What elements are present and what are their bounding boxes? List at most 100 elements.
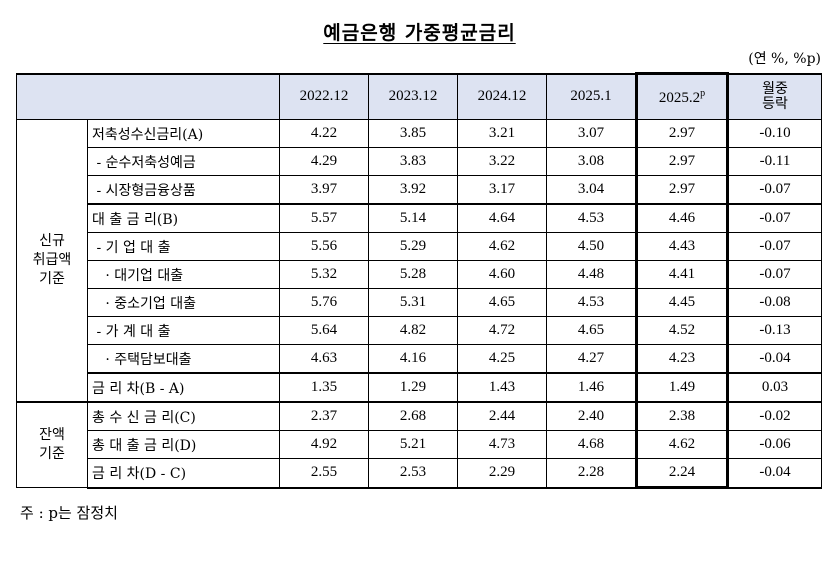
header-2024-12: 2024.12 xyxy=(457,72,547,120)
table-row: 금 리 차(D - C) 2.55 2.53 2.29 2.28 2.24 -0.04 xyxy=(17,458,822,489)
value-cell: -0.02 xyxy=(727,401,822,431)
value-cell: 4.41 xyxy=(635,260,729,289)
value-cell: 5.76 xyxy=(279,288,369,317)
value-cell: -0.07 xyxy=(727,260,822,289)
value-cell: 5.64 xyxy=(279,316,369,345)
footnote: 주 : p는 잠정치 xyxy=(20,504,118,522)
group-label-line: 기준 xyxy=(39,446,65,462)
value-cell: 3.07 xyxy=(546,119,637,148)
value-cell: 3.04 xyxy=(546,175,637,205)
page-title: 예금은행 가중평균금리 xyxy=(323,22,516,44)
table-row: · 주택담보대출 4.63 4.16 4.25 4.27 4.23 -0.04 xyxy=(17,344,822,374)
row-label: · 대기업 대출 xyxy=(87,260,280,289)
table-row: - 시장형금융상품 3.97 3.92 3.17 3.04 2.97 -0.07 xyxy=(17,175,822,205)
value-cell: -0.06 xyxy=(727,430,822,459)
value-cell: 5.28 xyxy=(368,260,458,289)
group-label-line: 취급액 xyxy=(32,252,72,268)
group-label-line: 신규 xyxy=(39,233,65,249)
row-label: 금 리 차(D - C) xyxy=(87,458,280,489)
table-row: 대 출 금 리(B) 5.57 5.14 4.64 4.53 4.46 -0.07 xyxy=(17,203,822,233)
value-cell: 4.92 xyxy=(279,430,369,459)
table-row: - 가 계 대 출 5.64 4.82 4.72 4.65 4.52 -0.13 xyxy=(17,316,822,345)
value-cell: 4.52 xyxy=(635,316,729,345)
value-cell: 5.31 xyxy=(368,288,458,317)
value-cell: 4.29 xyxy=(279,147,369,176)
value-cell: 2.40 xyxy=(546,401,637,431)
value-cell: 4.46 xyxy=(635,203,729,233)
table-row: 금 리 차(B - A) 1.35 1.29 1.43 1.46 1.49 0.03 xyxy=(17,372,822,403)
value-cell: 1.35 xyxy=(279,372,369,403)
value-cell: 2.44 xyxy=(457,401,547,431)
group-new-basis: 신규 취급액 기준 xyxy=(16,119,88,403)
value-cell: 4.22 xyxy=(279,119,369,148)
value-cell: -0.07 xyxy=(727,203,822,233)
value-cell: 4.45 xyxy=(635,288,729,317)
value-cell: 2.37 xyxy=(279,401,369,431)
value-cell: 4.27 xyxy=(546,344,637,374)
value-cell: 4.60 xyxy=(457,260,547,289)
value-cell: 2.53 xyxy=(368,458,458,489)
value-cell: 0.03 xyxy=(727,372,822,403)
row-label: 저축성수신금리(A) xyxy=(87,119,280,148)
value-cell: 4.53 xyxy=(546,288,637,317)
table-row: 잔액 기준 총 수 신 금 리(C) 2.37 2.68 2.44 2.40 2.38 -0.0… xyxy=(16,401,822,488)
header-2025-2: 2025.2p xyxy=(635,72,729,120)
value-cell: 2.24 xyxy=(635,458,729,489)
value-cell: 4.23 xyxy=(635,344,729,374)
value-cell: 4.62 xyxy=(457,232,547,261)
header-2023-12: 2023.12 xyxy=(368,72,458,120)
value-cell: 4.82 xyxy=(368,316,458,345)
interest-rate-table: 2022.12 2023.12 2024.12 2025.1 2025.2p 월… xyxy=(16,72,822,489)
value-cell: 1.49 xyxy=(635,372,729,403)
row-label: - 순수저축성예금 xyxy=(87,147,280,176)
value-cell: 2.29 xyxy=(457,458,547,489)
value-cell: 2.55 xyxy=(279,458,369,489)
value-cell: 4.62 xyxy=(635,430,729,459)
value-cell: 5.29 xyxy=(368,232,458,261)
value-cell: -0.10 xyxy=(727,119,822,148)
value-cell: 3.08 xyxy=(546,147,637,176)
table-row: 총 대 출 금 리(D) 4.92 5.21 4.73 4.68 4.62 -0.06 xyxy=(17,430,822,459)
table-row: · 중소기업 대출 5.76 5.31 4.65 4.53 4.45 -0.08 xyxy=(17,288,822,317)
row-label: 총 대 출 금 리(D) xyxy=(87,430,280,459)
header-2022-12: 2022.12 xyxy=(279,72,369,120)
row-label: · 주택담보대출 xyxy=(87,344,280,374)
value-cell: 3.97 xyxy=(279,175,369,205)
value-cell: 5.32 xyxy=(279,260,369,289)
header-2025-1: 2025.1 xyxy=(546,72,637,120)
value-cell: 3.17 xyxy=(457,175,547,205)
value-cell: 1.46 xyxy=(546,372,637,403)
value-cell: 1.43 xyxy=(457,372,547,403)
unit-label: (연 %, %p) xyxy=(748,51,821,67)
value-cell: 2.38 xyxy=(635,401,729,431)
value-cell: 4.73 xyxy=(457,430,547,459)
value-cell: -0.07 xyxy=(727,232,822,261)
value-cell: 4.63 xyxy=(279,344,369,374)
value-cell: 2.68 xyxy=(368,401,458,431)
value-cell: 4.43 xyxy=(635,232,729,261)
value-cell: 2.97 xyxy=(635,147,729,176)
table-row: - 기 업 대 출 5.56 5.29 4.62 4.50 4.43 -0.07 xyxy=(17,232,822,261)
value-cell: -0.08 xyxy=(727,288,822,317)
value-cell: 2.28 xyxy=(546,458,637,489)
value-cell: 1.29 xyxy=(368,372,458,403)
table-row: · 대기업 대출 5.32 5.28 4.60 4.48 4.41 -0.07 xyxy=(17,260,822,289)
row-label: - 기 업 대 출 xyxy=(87,232,280,261)
value-cell: 3.83 xyxy=(368,147,458,176)
value-cell: 5.14 xyxy=(368,203,458,233)
row-label: 금 리 차(B - A) xyxy=(87,372,280,403)
header-row: 2022.12 2023.12 2024.12 2025.1 2025.2p 월… xyxy=(16,72,822,120)
value-cell: 4.53 xyxy=(546,203,637,233)
value-cell: 4.16 xyxy=(368,344,458,374)
row-label: 대 출 금 리(B) xyxy=(87,203,280,233)
value-cell: 4.72 xyxy=(457,316,547,345)
group-label-line: 잔액 xyxy=(39,427,65,443)
row-label: - 시장형금융상품 xyxy=(87,175,280,205)
value-cell: 4.50 xyxy=(546,232,637,261)
row-label: · 중소기업 대출 xyxy=(87,288,280,317)
value-cell: -0.11 xyxy=(727,147,822,176)
value-cell: 3.92 xyxy=(368,175,458,205)
value-cell: 3.21 xyxy=(457,119,547,148)
value-cell: -0.13 xyxy=(727,316,822,345)
value-cell: 4.68 xyxy=(546,430,637,459)
